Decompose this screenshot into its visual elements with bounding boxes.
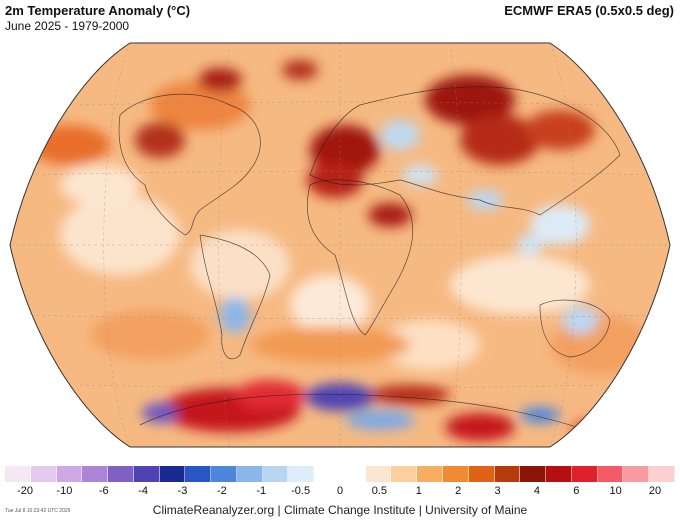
color-legend-tick: 0: [336, 485, 344, 497]
color-legend-tick: 0.5: [371, 485, 388, 497]
color-legend-bar: [5, 466, 675, 482]
graticule: [10, 43, 670, 447]
coastlines: [118, 86, 621, 436]
color-legend-segment: [56, 466, 83, 482]
map-svg: [9, 42, 671, 448]
credits-line: ClimateReanalyzer.org | Climate Change I…: [152, 503, 528, 517]
color-legend-segment: [546, 466, 572, 482]
color-legend-segment: [314, 466, 340, 482]
color-legend-tick: -1: [256, 485, 267, 497]
color-legend-tick: -20: [17, 485, 33, 497]
color-legend-segment: [494, 466, 521, 482]
render-timestamp: Tue Jul 8 10:23:42 UTC 2025: [5, 508, 71, 514]
color-legend-segment: [339, 466, 366, 482]
color-legend-segment: [211, 466, 237, 482]
color-legend-tick: -0.5: [291, 485, 311, 497]
color-legend-tick: 20: [648, 485, 662, 497]
color-legend-segment: [443, 466, 469, 482]
color-legend-segment: [520, 466, 547, 482]
color-legend-tick: 6: [573, 485, 580, 497]
color-legend-segment: [108, 466, 134, 482]
color-legend-segment: [82, 466, 109, 482]
map-outline: [9, 42, 671, 448]
color-legend-segment: [623, 466, 650, 482]
color-legend-segment: [262, 466, 289, 482]
color-legend-segment: [30, 466, 57, 482]
color-legend-tick: 1: [415, 485, 422, 497]
color-legend-segment: [236, 466, 263, 482]
color-legend-tick: -10: [56, 485, 73, 497]
anomaly-field: [10, 43, 670, 447]
color-legend-segment: [571, 466, 598, 482]
color-legend-tick: 10: [609, 485, 622, 497]
color-legend-tick: -2: [216, 485, 227, 497]
color-legend-tick: -6: [98, 485, 109, 497]
color-legend-segment: [159, 466, 186, 482]
color-legend-ticks: -20 -10 -6 -4 -3 -2 -1 -0.5 0 0.5 1 2 3 4 6 10 20: [5, 485, 675, 499]
color-legend-tick: -3: [177, 485, 188, 497]
color-legend-segment: [365, 466, 392, 482]
color-legend-segment: [417, 466, 444, 482]
color-legend-tick: 2: [455, 485, 462, 497]
color-legend-segment: [468, 466, 495, 482]
color-legend-tick: -4: [138, 485, 149, 497]
color-legend-segment: [288, 466, 315, 482]
anomaly-patches: [30, 60, 650, 442]
color-legend-segment: [391, 466, 418, 482]
color-legend-segment: [649, 466, 675, 482]
color-legend-segment: [133, 466, 160, 482]
map-title: 2m Temperature Anomaly (°C): [5, 3, 191, 18]
map-subtitle: June 2025 - 1979-2000: [5, 19, 130, 33]
color-legend-segment: [5, 466, 31, 482]
data-source: ECMWF ERA5 (0.5x0.5 deg): [504, 3, 674, 18]
color-legend-segment: [597, 466, 624, 482]
world-anomaly-map: [0, 35, 680, 455]
color-legend-tick: 3: [494, 485, 501, 497]
color-legend-segment: [185, 466, 212, 482]
color-legend-tick: 4: [533, 485, 540, 497]
